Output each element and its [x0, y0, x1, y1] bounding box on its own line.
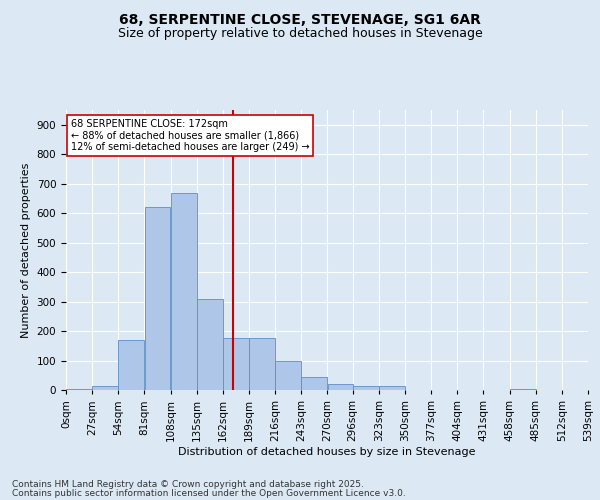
Bar	[92, 386, 118, 390]
X-axis label: Distribution of detached houses by size in Stevenage: Distribution of detached houses by size …	[178, 446, 476, 456]
Bar	[223, 338, 249, 390]
Bar	[249, 338, 275, 390]
Bar	[275, 360, 301, 390]
Text: Contains public sector information licensed under the Open Government Licence v3: Contains public sector information licen…	[12, 489, 406, 498]
Text: Contains HM Land Registry data © Crown copyright and database right 2025.: Contains HM Land Registry data © Crown c…	[12, 480, 364, 489]
Bar	[66, 388, 92, 390]
Bar	[328, 384, 353, 390]
Bar	[118, 340, 145, 390]
Text: 68 SERPENTINE CLOSE: 172sqm
← 88% of detached houses are smaller (1,866)
12% of : 68 SERPENTINE CLOSE: 172sqm ← 88% of det…	[71, 119, 310, 152]
Bar	[353, 386, 379, 390]
Text: 68, SERPENTINE CLOSE, STEVENAGE, SG1 6AR: 68, SERPENTINE CLOSE, STEVENAGE, SG1 6AR	[119, 12, 481, 26]
Bar	[145, 208, 170, 390]
Y-axis label: Number of detached properties: Number of detached properties	[21, 162, 31, 338]
Bar	[301, 376, 328, 390]
Text: Size of property relative to detached houses in Stevenage: Size of property relative to detached ho…	[118, 28, 482, 40]
Bar	[379, 386, 405, 390]
Bar	[510, 388, 536, 390]
Bar	[197, 298, 223, 390]
Bar	[171, 192, 197, 390]
